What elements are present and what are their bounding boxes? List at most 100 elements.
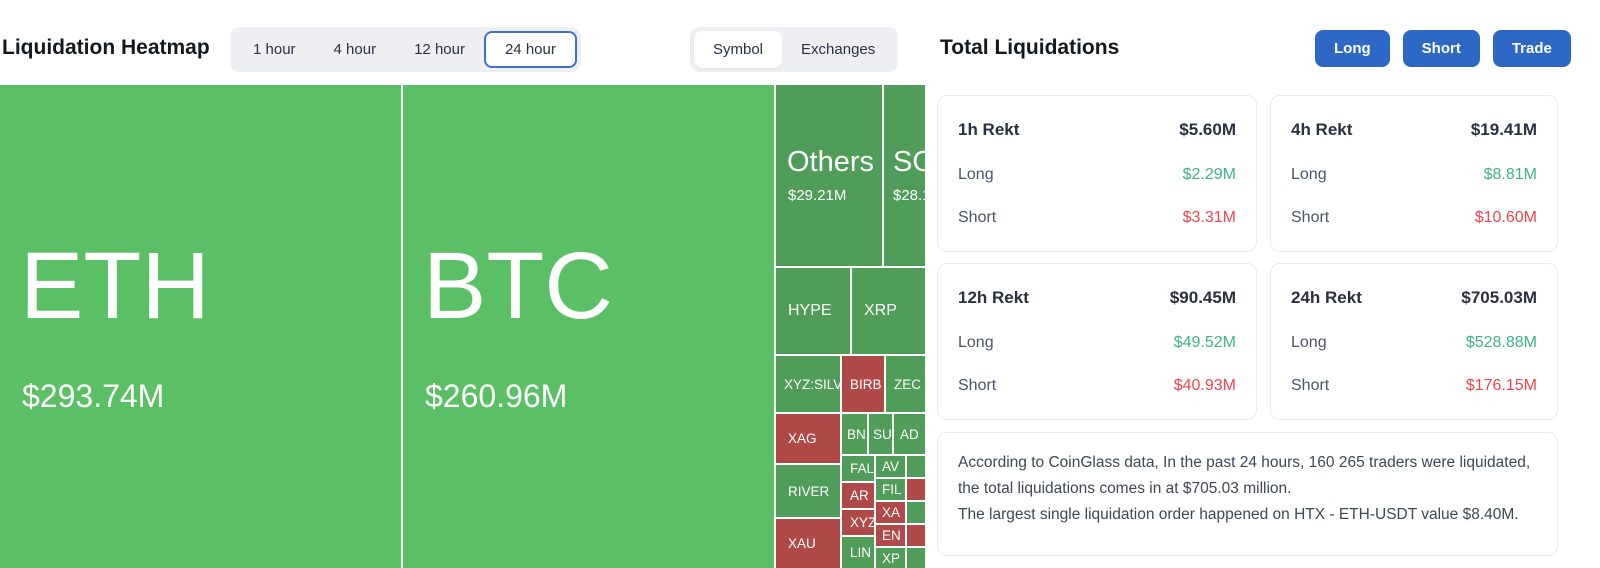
treemap-tile-xa[interactable]: XA xyxy=(876,502,905,523)
short-label: Short xyxy=(958,377,997,394)
card-long-row: Long $8.81M xyxy=(1291,166,1537,184)
treemap-tile-en[interactable]: EN xyxy=(876,525,905,546)
treemap-tile-xau[interactable]: XAU xyxy=(776,519,840,568)
long-label: Long xyxy=(1291,333,1327,351)
toggle-exchanges[interactable]: Exchanges xyxy=(782,31,894,68)
card-short-row: Short $3.31M xyxy=(958,209,1236,227)
card-short-row: Short $176.15M xyxy=(1291,377,1537,395)
tile-ticker: FAL xyxy=(850,461,874,476)
tile-ticker: EN xyxy=(882,528,901,543)
long-value: $2.29M xyxy=(1182,165,1236,183)
treemap-tile-xp[interactable]: XP xyxy=(876,548,905,568)
treemap-tile-su[interactable]: SU xyxy=(869,414,892,454)
tile-ticker: ETH xyxy=(20,232,210,339)
treemap-tile-ad[interactable]: AD xyxy=(894,414,925,454)
time-range-tabs: 1 hour 4 hour 12 hour 24 hour xyxy=(230,27,581,72)
card-total: $90.45M xyxy=(1169,288,1236,307)
treemap-tile-xrp[interactable]: XRP xyxy=(852,268,925,354)
card-long-row: Long $528.88M xyxy=(1291,334,1537,352)
liquidation-treemap: ETH $293.74M BTC $260.96M Others $29.21M… xyxy=(0,85,925,568)
card-long-row: Long $49.52M xyxy=(958,334,1236,352)
treemap-tile-sol[interactable]: SOL $28.1M xyxy=(884,85,925,266)
short-label: Short xyxy=(958,209,997,226)
treemap-tile-clipped-3[interactable] xyxy=(907,502,925,523)
tile-ticker: RIVER xyxy=(788,483,830,499)
card-header-row: 1h Rekt $5.60M xyxy=(958,120,1236,140)
tile-ticker: XP xyxy=(882,550,901,566)
summary-note: According to CoinGlass data, In the past… xyxy=(937,432,1558,556)
long-label: Long xyxy=(958,165,994,183)
card-header-row: 4h Rekt $19.41M xyxy=(1291,120,1537,140)
tab-4-hour[interactable]: 4 hour xyxy=(315,31,396,68)
card-total: $705.03M xyxy=(1461,288,1537,307)
long-button[interactable]: Long xyxy=(1315,30,1390,67)
short-value: $10.60M xyxy=(1474,209,1537,226)
card-period: 4h Rekt xyxy=(1291,120,1353,139)
total-liquidations-title: Total Liquidations xyxy=(940,36,1120,59)
tile-ticker: BN xyxy=(847,426,866,442)
short-label: Short xyxy=(1291,377,1330,394)
treemap-tile-clipped-1[interactable] xyxy=(907,456,925,477)
tab-12-hour[interactable]: 12 hour xyxy=(395,31,484,68)
card-total: $5.60M xyxy=(1179,120,1236,139)
tile-ticker: AV xyxy=(882,459,900,474)
tile-ticker: ZEC xyxy=(894,376,921,392)
page-title: Liquidation Heatmap xyxy=(2,36,210,59)
treemap-tile-clipped-5[interactable] xyxy=(907,548,925,568)
tile-ticker: BIRB xyxy=(850,376,882,392)
view-toggle: Symbol Exchanges xyxy=(690,27,899,72)
treemap-tile-zec[interactable]: ZEC xyxy=(886,356,925,412)
treemap-tile-av[interactable]: AV xyxy=(876,456,905,477)
tile-ticker: FIL xyxy=(882,482,902,497)
treemap-tile-hype[interactable]: HYPE xyxy=(776,268,850,354)
rekt-card-12h: 12h Rekt $90.45M Long $49.52M Short $40.… xyxy=(937,263,1257,420)
short-button[interactable]: Short xyxy=(1402,30,1480,67)
short-value: $40.93M xyxy=(1173,377,1236,394)
treemap-tile-xag[interactable]: XAG xyxy=(776,414,840,463)
treemap-tile-fil[interactable]: FIL xyxy=(876,479,905,500)
treemap-tile-clipped-2[interactable] xyxy=(907,479,925,500)
treemap-tile-fal[interactable]: FAL xyxy=(842,456,874,481)
treemap-tile-river[interactable]: RIVER xyxy=(776,465,840,517)
short-label: Short xyxy=(1291,209,1330,226)
treemap-tile-others[interactable]: Others $29.21M xyxy=(776,85,882,266)
card-long-row: Long $2.29M xyxy=(958,166,1236,184)
long-value: $8.81M xyxy=(1483,165,1537,183)
card-short-row: Short $40.93M xyxy=(958,377,1236,395)
tile-ticker: XYZ xyxy=(850,515,874,530)
top-bar: Liquidation Heatmap 1 hour 4 hour 12 hou… xyxy=(0,0,1600,85)
long-value: $49.52M xyxy=(1173,333,1236,351)
treemap-tile-birb[interactable]: BIRB xyxy=(842,356,884,412)
tile-ticker: XAG xyxy=(788,431,817,446)
treemap-tile-btc[interactable]: BTC $260.96M xyxy=(403,85,774,568)
tile-value: $293.74M xyxy=(22,377,165,414)
tile-ticker: AR xyxy=(850,488,869,503)
card-period: 12h Rekt xyxy=(958,288,1029,307)
treemap-tile-lin[interactable]: LIN xyxy=(842,537,874,568)
tile-ticker: XAU xyxy=(788,536,816,551)
toggle-symbol[interactable]: Symbol xyxy=(694,31,783,68)
tile-ticker: XA xyxy=(882,505,901,520)
card-header-row: 12h Rekt $90.45M xyxy=(958,288,1236,308)
treemap-tile-clipped-4[interactable] xyxy=(907,525,925,546)
card-period: 24h Rekt xyxy=(1291,288,1362,307)
tile-ticker: HYPE xyxy=(788,302,832,319)
tab-1-hour[interactable]: 1 hour xyxy=(234,31,315,68)
rekt-card-4h: 4h Rekt $19.41M Long $8.81M Short $10.60… xyxy=(1270,95,1558,252)
tab-24-hour[interactable]: 24 hour xyxy=(483,31,577,68)
short-value: $3.31M xyxy=(1182,209,1236,226)
treemap-tile-bn[interactable]: BN xyxy=(842,414,867,454)
long-value: $528.88M xyxy=(1465,333,1537,351)
action-buttons: Long Short Trade xyxy=(1315,30,1571,67)
card-total: $19.41M xyxy=(1470,120,1537,139)
long-label: Long xyxy=(958,333,994,351)
treemap-tile-xyzsilv[interactable]: XYZ:SILV xyxy=(776,356,840,412)
treemap-tile-eth[interactable]: ETH $293.74M xyxy=(0,85,401,568)
treemap-tile-ar[interactable]: AR xyxy=(842,483,874,508)
treemap-tile-xyz[interactable]: XYZ xyxy=(842,510,874,535)
tile-ticker: Others xyxy=(787,145,875,178)
trade-button[interactable]: Trade xyxy=(1492,30,1571,67)
tile-ticker: LIN xyxy=(850,545,872,560)
short-value: $176.15M xyxy=(1465,377,1537,394)
